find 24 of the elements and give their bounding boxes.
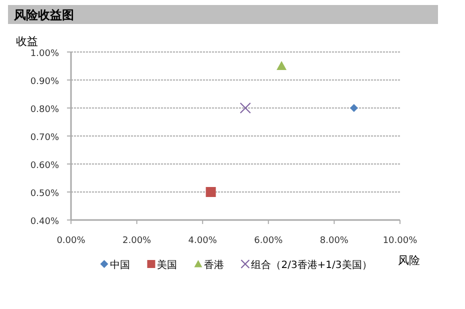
x-tick-label: 0.00% [56, 236, 86, 246]
point [206, 187, 216, 197]
x-tick-label: 6.00% [254, 236, 284, 246]
legend-label: 组合（2/3香港+1/3美国） [251, 259, 372, 271]
legend-label: 中国 [110, 259, 130, 271]
point [240, 102, 251, 114]
y-tick-label: 0.80% [30, 105, 60, 115]
y-tick-label: 0.50% [30, 189, 60, 199]
y-tick-label: 0.70% [30, 133, 60, 143]
point [276, 61, 287, 70]
chart-title: 风险收益图 [13, 8, 74, 22]
point [350, 104, 358, 112]
y-tick-label: 1.00% [30, 49, 60, 59]
y-tick-label: 0.60% [30, 161, 60, 171]
x-tick-label: 2.00% [122, 236, 152, 246]
x-tick-label: 8.00% [320, 236, 349, 246]
x-axis-title: 风险 [398, 254, 420, 267]
x-tick-label: 10.00% [382, 236, 418, 246]
x-tick-label: 4.00% [188, 236, 218, 246]
legend-label: 美国 [157, 259, 178, 271]
y-tick-label: 0.90% [30, 77, 60, 87]
legend-label: 香港 [204, 259, 224, 271]
y-tick-label: 0.40% [30, 217, 60, 227]
y-axis-title: 收益 [16, 35, 38, 48]
